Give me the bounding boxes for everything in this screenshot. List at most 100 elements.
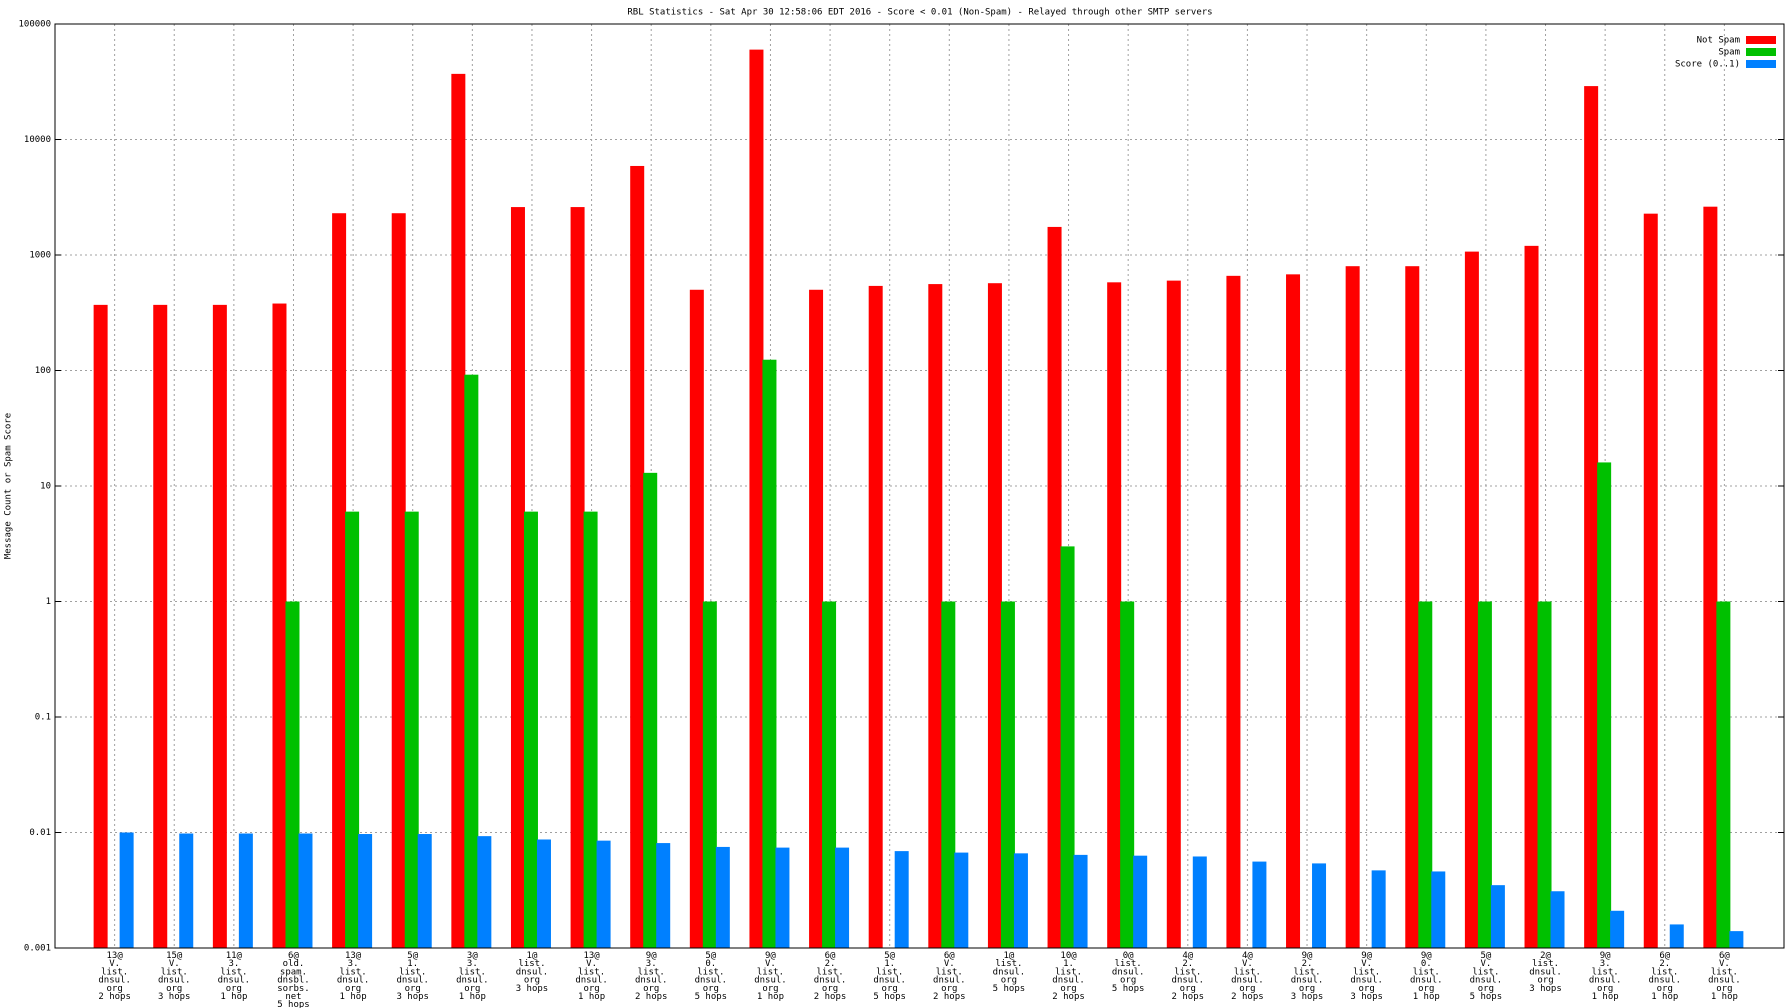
bar [1669,924,1684,948]
bar [477,836,492,948]
bar [1047,226,1062,949]
bar [153,304,168,949]
bar [1226,275,1241,949]
x-tick-label: 5@ 1. list. dnsul. org 3 hops [396,951,429,1002]
bar [762,359,777,948]
x-tick-label: 6@ old. spam. dnsbl. sorbs. net 5 hops [277,951,310,1008]
bar [1550,891,1565,948]
x-tick-label: 13@ 3. list. dnsul. org 1 hop [337,951,370,1002]
x-tick-label: 5@ V. list. dnsul. org 5 hops [1470,951,1503,1002]
bar [583,511,598,948]
bar [523,511,538,948]
y-tick-label: 10000 [24,135,51,145]
legend-swatch [1746,36,1776,44]
bar [643,472,658,948]
bar [596,840,611,948]
x-tick-label: 9@ V. list. dnsul. org 1 hop [754,951,787,1002]
bar [1490,885,1505,948]
x-tick-label: 6@ V. list. dnsul. org 2 hops [933,951,966,1002]
bar [1073,854,1088,948]
y-tick-label: 10 [40,482,51,492]
bar [1537,601,1552,948]
x-tick-label: 4@ V. list. dnsul. org 2 hops [1231,951,1264,1002]
bar [715,846,730,948]
bar [1312,863,1327,948]
x-tick-label: 10@ 1. list. dnsul. org 2 hops [1052,951,1085,1002]
x-tick-label: 11@ 3. list. dnsul. org 1 hop [218,951,251,1002]
legend-label: Not Spam [1697,36,1740,46]
x-tick-label: 9@ 3. list. dnsul. org 1 hop [1589,951,1622,1002]
bar [630,165,645,948]
legend-swatch [1746,48,1776,56]
bar [1000,601,1015,948]
bar [1524,245,1539,949]
x-tick-label: 15@ V. list. dnsul. org 3 hops [158,951,191,1002]
bar [417,834,432,948]
bar [775,847,790,948]
chart-title: RBL Statistics - Sat Apr 30 12:58:06 EDT… [627,8,1212,18]
bar [928,284,943,948]
x-tick-label: 9@ 0. list. dnsul. org 1 hop [1410,951,1443,1002]
bar [464,374,479,948]
bar [404,511,419,948]
bar [358,834,373,948]
bar [1133,855,1148,948]
bar [1166,280,1181,948]
bar [272,303,287,948]
bar [1477,601,1492,948]
x-tick-label: 6@ 2. list. dnsul. org 2 hops [814,951,847,1002]
x-tick-label: 9@ V. list. dnsul. org 3 hops [1350,951,1383,1002]
bar [1716,601,1731,948]
x-tick-label: 13@ V. list. dnsul. org 1 hop [575,951,608,1002]
y-tick-label: 1000 [29,251,51,261]
bar [954,852,969,948]
x-tick-label: 5@ 0. list. dnsul. org 5 hops [695,951,728,1002]
legend-label: Score (0..1) [1675,60,1740,70]
x-tick-label: 0@ list. dnsul. org 5 hops [1112,951,1145,994]
y-axis-label: Message Count or Spam Score [4,413,14,559]
bar [1013,853,1028,948]
bar [1597,462,1612,948]
y-tick-label: 0.1 [35,713,51,723]
bar [1107,282,1122,948]
y-tick-label: 100000 [18,20,51,30]
bar [1286,274,1301,948]
bar [93,304,108,949]
bar [510,207,525,949]
plot-frame [54,23,1785,949]
bar [119,832,134,948]
bar [656,843,671,948]
bar [1371,870,1386,948]
bar [894,851,909,948]
bar [212,304,227,949]
x-tick-label: 9@ 3. list. dnsul. org 2 hops [635,951,668,1002]
bar [332,213,347,948]
bar [702,601,717,948]
bar [1703,206,1718,948]
bar [570,207,585,949]
x-tick-label: 6@ V. list. dnsul. org 1 hop [1708,951,1741,1002]
bar [536,839,551,948]
x-tick-label: 6@ 2. list. dnsul. org 1 hop [1649,951,1682,1002]
y-tick-label: 100 [35,366,51,376]
bar [1464,251,1479,948]
bar [1345,266,1360,948]
bar [391,213,406,948]
bar [1418,601,1433,948]
x-tick-label: 3@ 3. list. dnsul. org 1 hop [456,951,489,1002]
bar [835,847,850,948]
bar [1192,856,1207,948]
y-tick-label: 1 [46,597,51,607]
bar [1643,213,1658,949]
bar [941,601,956,948]
x-tick-label: 1@ list. dnsul. org 5 hops [993,951,1026,994]
bar [1431,871,1446,948]
bar [238,833,253,948]
legend-label: Spam [1718,48,1740,58]
bar [451,73,466,949]
bar [1060,546,1075,948]
bar [689,289,704,949]
x-tick-label: 1@ list. dnsul. org 3 hops [516,951,549,994]
bar [1120,601,1135,948]
